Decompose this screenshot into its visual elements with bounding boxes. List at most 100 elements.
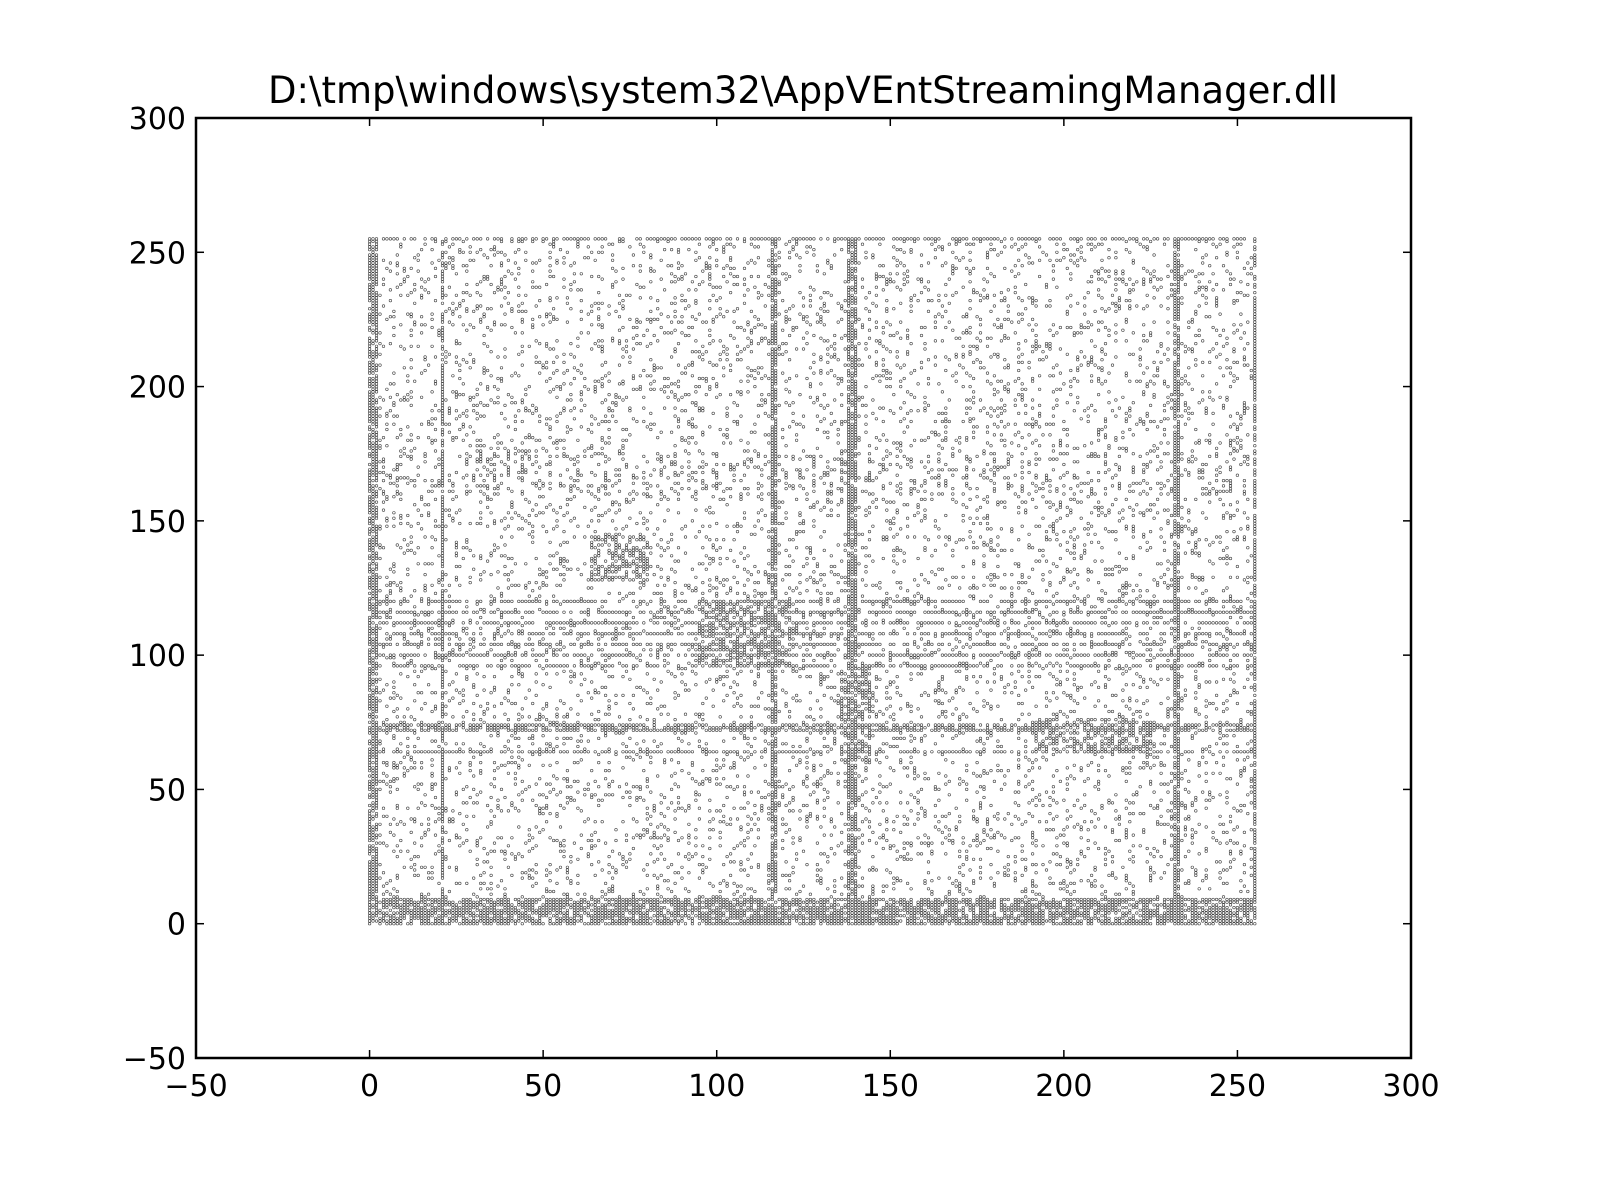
data-point [639, 243, 642, 246]
data-point [580, 573, 583, 576]
data-point [389, 697, 392, 700]
data-point [466, 675, 469, 678]
data-point [441, 624, 444, 627]
data-point [525, 436, 528, 439]
data-point [379, 700, 382, 703]
data-point [372, 361, 375, 364]
data-point [538, 812, 541, 815]
data-point [643, 568, 646, 571]
data-point [518, 756, 521, 759]
data-point [511, 375, 514, 378]
data-point [382, 904, 385, 907]
data-point [441, 391, 444, 394]
data-point [441, 407, 444, 410]
data-point [431, 898, 434, 901]
data-point [538, 713, 541, 716]
data-point [552, 904, 555, 907]
data-point [646, 828, 649, 831]
data-point [431, 804, 434, 807]
data-point [493, 705, 496, 708]
data-point [577, 238, 580, 241]
data-point [559, 248, 562, 251]
data-point [393, 834, 396, 837]
data-point [368, 364, 371, 367]
data-point [518, 920, 521, 923]
data-point [632, 643, 635, 646]
data-point [448, 820, 451, 823]
data-point [375, 901, 378, 904]
data-point [493, 522, 496, 525]
data-point [643, 420, 646, 423]
data-point [393, 665, 396, 668]
data-point [556, 729, 559, 732]
data-point [594, 845, 597, 848]
data-point [604, 917, 607, 920]
data-point [396, 393, 399, 396]
data-point [479, 888, 482, 891]
data-point [497, 493, 500, 496]
data-point [618, 342, 621, 345]
data-point [438, 624, 441, 627]
data-point [441, 302, 444, 305]
data-point [386, 498, 389, 501]
data-point [563, 721, 566, 724]
data-point [375, 436, 378, 439]
data-point [653, 369, 656, 372]
data-point [528, 839, 531, 842]
data-point [441, 775, 444, 778]
data-point [577, 914, 580, 917]
data-point [660, 920, 663, 923]
data-point [545, 906, 548, 909]
data-point [667, 866, 670, 869]
data-point [514, 461, 517, 464]
data-point [448, 431, 451, 434]
data-point [417, 654, 420, 657]
data-point [396, 622, 399, 625]
data-point [372, 665, 375, 668]
data-point [483, 278, 486, 281]
data-point [552, 632, 555, 635]
data-point [368, 434, 371, 437]
data-point [497, 630, 500, 633]
data-point [618, 643, 621, 646]
data-point [542, 906, 545, 909]
data-point [525, 788, 528, 791]
data-point [483, 638, 486, 641]
data-point [393, 482, 396, 485]
data-point [417, 904, 420, 907]
data-point [372, 847, 375, 850]
data-point [545, 702, 548, 705]
data-point [542, 667, 545, 670]
data-point [479, 557, 482, 560]
data-point [646, 718, 649, 721]
data-point [615, 729, 618, 732]
data-point [410, 922, 413, 925]
data-point [476, 901, 479, 904]
data-point [643, 555, 646, 558]
data-point [521, 724, 524, 727]
data-point [643, 407, 646, 410]
data-point [653, 845, 656, 848]
data-point [511, 683, 514, 686]
data-point [403, 657, 406, 660]
data-point [372, 581, 375, 584]
data-point [389, 474, 392, 477]
data-point [521, 490, 524, 493]
data-point [445, 589, 448, 592]
data-point [396, 917, 399, 920]
data-point [372, 579, 375, 582]
data-point [431, 485, 434, 488]
data-point [570, 283, 573, 286]
data-point [622, 428, 625, 431]
data-point [577, 461, 580, 464]
data-point [521, 791, 524, 794]
data-point [438, 622, 441, 625]
data-point [493, 455, 496, 458]
data-point [663, 834, 666, 837]
data-point [396, 845, 399, 848]
data-point [403, 898, 406, 901]
data-point [375, 264, 378, 267]
data-point [375, 444, 378, 447]
data-point [566, 904, 569, 907]
data-point [570, 796, 573, 799]
